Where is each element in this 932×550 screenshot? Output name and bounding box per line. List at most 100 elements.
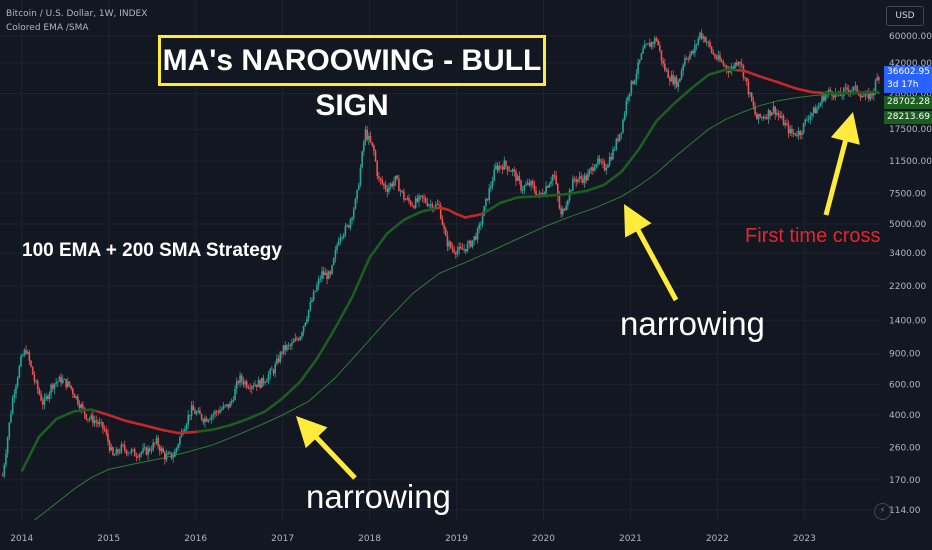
candle-body — [374, 150, 377, 162]
candle-body — [311, 300, 313, 303]
candle-body — [493, 169, 496, 181]
candle-body — [847, 89, 850, 93]
currency-button[interactable]: USD — [886, 6, 924, 26]
candle-body — [220, 409, 223, 411]
candle-body — [276, 358, 278, 365]
bar-countdown: 3d 17h — [887, 80, 919, 90]
candle-body — [346, 225, 348, 227]
candle-body — [434, 204, 437, 208]
x-axis: 2014 2015 2016 2017 2018 2019 2020 2021 2022 2023 — [10, 534, 816, 544]
candle-body — [600, 161, 603, 163]
candle-body — [200, 414, 203, 420]
candle-body — [257, 380, 260, 387]
candle-body — [143, 447, 146, 449]
candle-body — [341, 237, 343, 239]
candle-body — [384, 184, 387, 189]
candle-body — [115, 449, 118, 455]
candle-body — [349, 219, 352, 228]
candle-body — [593, 167, 596, 171]
candle-body — [794, 133, 797, 136]
candle-body — [18, 366, 21, 378]
candle-body — [513, 169, 516, 172]
candle-body — [369, 136, 372, 143]
candle-body — [162, 448, 164, 453]
arrow-shape — [296, 416, 357, 480]
symbol-title[interactable]: Bitcoin / U.S. Dollar, 1W, INDEX — [6, 9, 148, 19]
candle-body — [543, 193, 546, 195]
candle-body — [548, 183, 551, 188]
candle-body — [774, 106, 776, 115]
candle-body — [396, 175, 399, 179]
candle-body — [530, 181, 532, 186]
candle-body — [371, 142, 373, 146]
candle-body — [570, 190, 572, 192]
candle-body — [635, 73, 638, 81]
current-price-value: 36602.95 — [887, 67, 930, 77]
candle-body — [160, 448, 163, 452]
candle-body — [680, 70, 683, 79]
y-tick-label: 2200.00 — [889, 282, 926, 292]
candle-body — [699, 32, 701, 39]
candle-body — [786, 123, 788, 124]
candle-body — [110, 447, 113, 451]
candle-body — [841, 95, 843, 97]
candle-body — [319, 278, 322, 280]
candle-body — [682, 64, 685, 71]
candle-body — [665, 69, 668, 71]
candle-body — [53, 383, 56, 389]
candle-body — [145, 447, 148, 455]
candle-body — [719, 55, 721, 61]
y-tick-label: 600.00 — [889, 380, 921, 390]
candle-body — [709, 41, 711, 47]
candle-body — [255, 384, 258, 387]
candle-body — [744, 77, 746, 79]
y-tick-label: 5000.00 — [889, 220, 926, 230]
candle-body — [347, 225, 350, 228]
candle-body — [475, 236, 477, 240]
candle-body — [250, 386, 253, 389]
candle-body — [443, 224, 445, 229]
candle-body — [212, 414, 215, 416]
candle-body — [312, 291, 315, 301]
candle-body — [739, 61, 741, 64]
candle-body — [535, 190, 537, 196]
candle-body — [697, 38, 700, 45]
candle-body — [861, 96, 863, 98]
candle-body — [177, 444, 179, 448]
candle-body — [628, 92, 631, 97]
candle-body — [327, 271, 330, 280]
y-tick-label: 11500.00 — [889, 157, 932, 167]
candle-body — [352, 208, 355, 218]
x-tick-label: 2018 — [358, 534, 381, 544]
candle-body — [187, 415, 190, 425]
flash-icon[interactable]: ⚡ — [874, 503, 891, 520]
candle-body — [745, 77, 748, 82]
candle-body — [113, 454, 116, 456]
candle-body — [710, 46, 713, 53]
candle-body — [854, 85, 857, 87]
candle-body — [401, 190, 404, 192]
indicator-title[interactable]: Colored EMA /SMA — [6, 23, 89, 33]
candle-body — [25, 350, 27, 354]
candle-body — [366, 129, 368, 140]
candle-body — [88, 418, 91, 420]
candle-body — [299, 336, 302, 341]
candle-body — [127, 452, 129, 454]
candle-body — [687, 59, 690, 60]
candle-body — [28, 352, 31, 361]
candle-body — [294, 338, 297, 342]
candle-body — [829, 89, 832, 92]
candle-body — [454, 252, 457, 255]
candle-body — [578, 176, 581, 180]
candle-body — [501, 166, 504, 170]
arrow-shape — [624, 204, 679, 302]
candle-body — [806, 119, 808, 121]
candle-body — [864, 93, 867, 97]
candle-body — [179, 437, 181, 445]
candle-body — [715, 57, 718, 59]
candle-body — [868, 92, 870, 100]
candle-body — [822, 96, 825, 101]
candle-body — [36, 381, 39, 390]
candle-body — [653, 38, 656, 44]
